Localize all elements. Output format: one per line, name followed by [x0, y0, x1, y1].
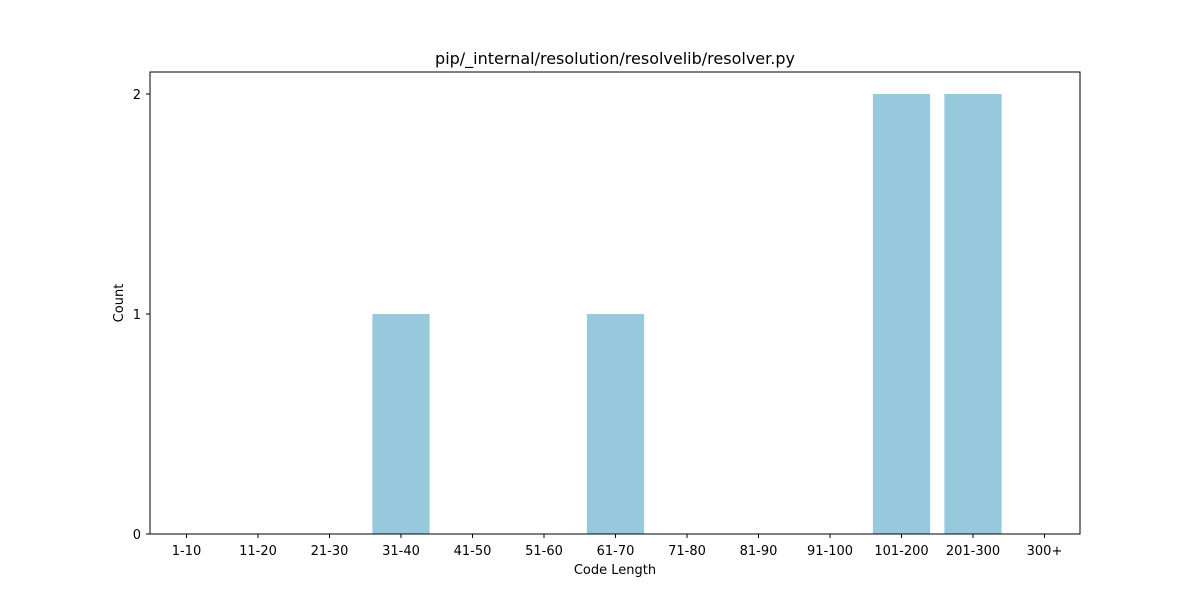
chart-title: pip/_internal/resolution/resolvelib/reso…	[435, 49, 795, 69]
y-tick-label: 2	[133, 88, 141, 103]
x-tick-label: 1-10	[172, 544, 202, 559]
x-tick-label: 61-70	[597, 544, 635, 559]
x-tick-label: 201-300	[946, 544, 1000, 559]
x-tick-label: 81-90	[740, 544, 778, 559]
y-axis-ticks: 0 1 2	[133, 88, 150, 543]
bar-61-70	[586, 314, 645, 534]
x-tick-label: 31-40	[382, 544, 420, 559]
x-axis-label: Code Length	[574, 563, 656, 578]
x-tick-label: 300+	[1027, 544, 1063, 559]
x-tick-label: 11-20	[239, 544, 277, 559]
bar-101-200	[872, 94, 931, 534]
x-tick-label: 21-30	[311, 544, 349, 559]
x-axis-ticks: 1-10 11-20 21-30 31-40 41-50 51-60 61-70 71-80 8…	[172, 534, 1063, 559]
x-tick-label: 71-80	[668, 544, 706, 559]
x-tick-label: 91-100	[807, 544, 853, 559]
bar-31-40	[372, 314, 430, 534]
bars-group	[372, 94, 1002, 534]
x-tick-label: 41-50	[454, 544, 492, 559]
x-tick-label: 51-60	[525, 544, 563, 559]
y-axis-label: Count	[112, 284, 127, 323]
y-tick-label: 1	[133, 308, 141, 323]
x-tick-label: 101-200	[874, 544, 928, 559]
bar-201-300	[944, 94, 1002, 534]
y-tick-label: 0	[133, 528, 141, 543]
